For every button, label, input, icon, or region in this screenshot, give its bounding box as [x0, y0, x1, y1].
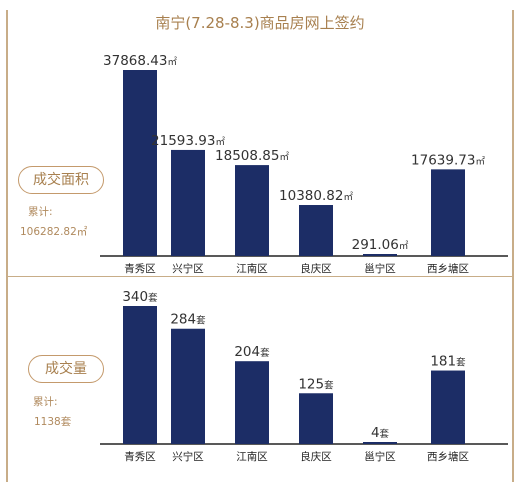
area-cumulative-label: 累计:: [28, 206, 53, 218]
area-bar-4: [299, 205, 333, 256]
area-category-label-4: 良庆区: [300, 262, 332, 275]
area-cumulative-value: 106282.82㎡: [20, 226, 88, 238]
area-bar-6: [431, 169, 465, 256]
volume-value-label-2: 284套: [170, 312, 206, 328]
volume-category-label-4: 良庆区: [300, 450, 332, 463]
area-value-label-4: 10380.82㎡: [279, 188, 353, 204]
area-value-label-5: 291.06㎡: [352, 237, 409, 253]
volume-category-label-1: 青秀区: [124, 450, 156, 463]
area-bar-5: [363, 254, 397, 256]
volume-bar-3: [235, 361, 269, 444]
area-value-label-6: 17639.73㎡: [411, 152, 485, 168]
frame-divider-line: [6, 276, 513, 277]
volume-value-label-6: 181套: [430, 354, 466, 370]
volume-cumulative-label: 累计:: [33, 396, 58, 408]
volume-bar-5: [363, 442, 397, 444]
volume-cumulative-value: 1138套: [34, 416, 72, 428]
area-category-label-6: 西乡塘区: [427, 262, 469, 275]
area-value-label-1: 37868.43㎡: [103, 53, 177, 69]
volume-bar-2: [171, 328, 205, 444]
volume-category-label-2: 兴宁区: [172, 450, 204, 463]
volume-value-label-3: 204套: [234, 344, 270, 360]
area-category-label-3: 江南区: [236, 262, 268, 275]
chart-title: 南宁(7.28-8.3)商品房网上签约: [155, 14, 365, 32]
volume-value-label-4: 125套: [298, 376, 334, 392]
frame-left-line: [6, 10, 8, 482]
volume-category-label-6: 西乡塘区: [427, 450, 469, 463]
area-badge: 成交面积: [18, 166, 104, 194]
area-bar-2: [171, 149, 205, 256]
volume-value-label-1: 340套: [122, 289, 158, 305]
volume-category-label-3: 江南区: [236, 450, 268, 463]
volume-bar-1: [123, 306, 157, 444]
volume-badge: 成交量: [28, 355, 104, 383]
frame-right-line: [512, 10, 514, 482]
area-category-label-1: 青秀区: [124, 262, 156, 275]
volume-bar-4: [299, 393, 333, 444]
area-value-label-3: 18508.85㎡: [215, 148, 289, 164]
area-bar-3: [235, 165, 269, 256]
volume-value-label-5: 4套: [371, 425, 390, 441]
area-category-label-5: 邕宁区: [364, 262, 396, 275]
area-category-label-2: 兴宁区: [172, 262, 204, 275]
volume-category-label-5: 邕宁区: [364, 450, 396, 463]
area-bar-1: [123, 70, 157, 256]
area-value-label-2: 21593.93㎡: [151, 133, 225, 149]
volume-bar-6: [431, 370, 465, 444]
